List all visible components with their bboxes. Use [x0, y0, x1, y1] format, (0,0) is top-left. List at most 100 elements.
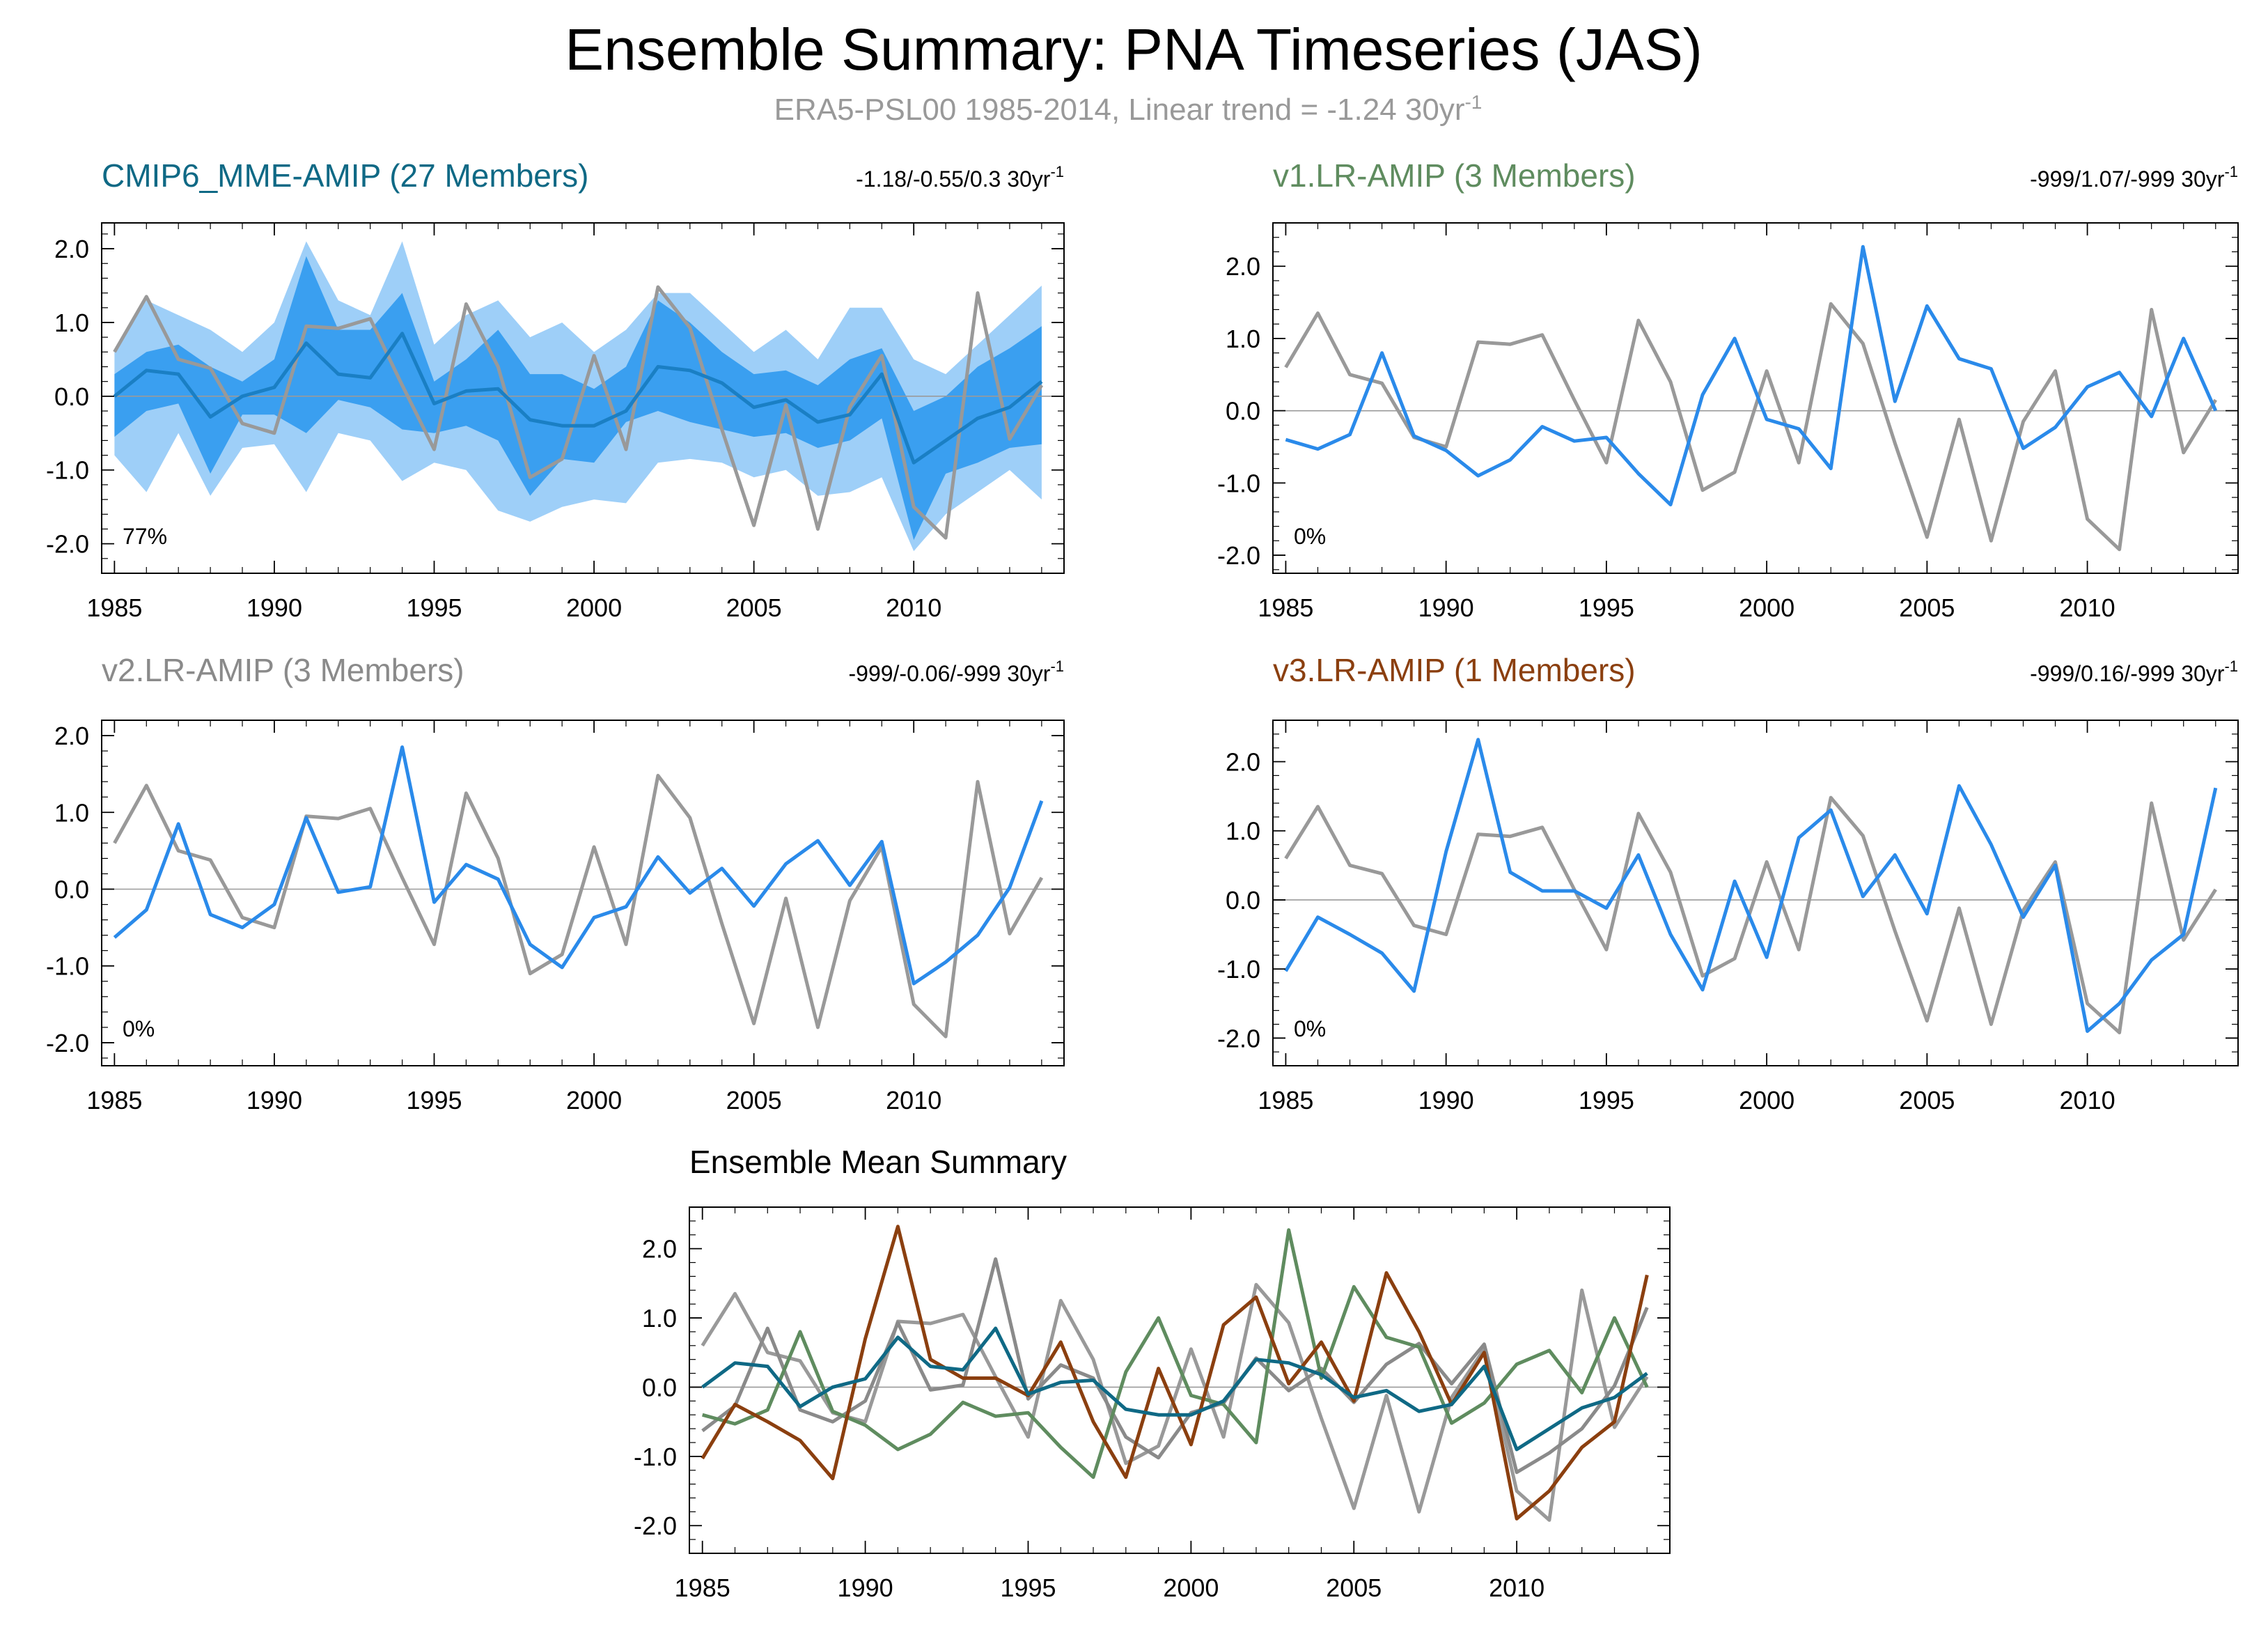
x-tick-label: 2010 [886, 593, 941, 622]
x-axis: 1985 1990 1995 2000 2005 2010 [1258, 720, 2216, 1114]
y-tick-label: 0.0 [642, 1373, 677, 1401]
panel-trend: -999/0.16/-999 30yr-1 [2030, 658, 2238, 686]
panel-cmip6: CMIP6_MME-AMIP (27 Members) -1.18/-0.55/0… [46, 157, 1065, 622]
y-tick-label: 1.0 [54, 798, 89, 827]
panel-title: v2.LR-AMIP (3 Members) [102, 652, 464, 688]
x-tick-label: 2005 [1899, 593, 1955, 622]
panel-trend: -1.18/-0.55/0.3 30yr-1 [856, 163, 1064, 192]
y-tick-label: 0.0 [54, 382, 89, 411]
panel-trend-sup: -1 [1050, 658, 1064, 675]
series-line [113, 332, 1043, 465]
panel-ensmean: Ensemble Mean Summary -2.0 -1.0 0.0 1.0 2.0 19… [634, 1144, 1671, 1602]
plot-area [1273, 738, 2238, 1034]
x-tick-label: 2005 [1899, 1086, 1955, 1114]
x-tick-label: 1990 [1418, 1086, 1474, 1114]
panel-trend: -999/-0.06/-999 30yr-1 [848, 658, 1064, 686]
series-1 [113, 745, 1044, 986]
panel-trend-text: -999/-0.06/-999 30yr [848, 661, 1050, 686]
y-tick-label: -1.0 [634, 1443, 677, 1471]
y-tick-label: 2.0 [642, 1235, 677, 1264]
y-axis: -2.0 -1.0 0.0 1.0 2.0 [1217, 720, 2238, 1066]
y-tick-label: 1.0 [1226, 325, 1260, 353]
y-tick-label: -2.0 [1217, 541, 1260, 570]
plot-area [102, 745, 1064, 1039]
x-tick-label: 1985 [1258, 593, 1313, 622]
y-tick-label: -1.0 [46, 952, 89, 981]
x-tick-label: 1995 [406, 593, 462, 622]
x-axis: 1985 1990 1995 2000 2005 2010 [1258, 223, 2216, 622]
y-tick-label: 2.0 [54, 722, 89, 750]
figure-subtitle-sup: -1 [1464, 91, 1482, 113]
x-axis: 1985 1990 1995 2000 2005 2010 [86, 720, 1042, 1114]
series-line [701, 1326, 1648, 1452]
panel-title: Ensemble Mean Summary [689, 1144, 1067, 1180]
y-tick-label: 1.0 [642, 1304, 677, 1333]
y-tick-label: -2.0 [634, 1512, 677, 1540]
series-0 [1284, 302, 2217, 552]
band-inner [114, 256, 1042, 541]
x-tick-label: 2005 [1326, 1574, 1382, 1602]
panel-percent: 0% [1294, 524, 1326, 549]
series-line [1285, 244, 2218, 506]
y-tick-label: -1.0 [46, 456, 89, 485]
series-1 [1285, 244, 2218, 506]
series-0 [113, 285, 1044, 540]
panel-v2: v2.LR-AMIP (3 Members) -999/-0.06/-999 30… [46, 652, 1065, 1114]
x-tick-label: 2005 [726, 593, 782, 622]
panel-trend-sup: -1 [1050, 163, 1064, 180]
panel-v1: v1.LR-AMIP (3 Members) -999/1.07/-999 30y… [1217, 157, 2239, 622]
y-tick-label: 0.0 [54, 875, 89, 903]
series-line [702, 1228, 1649, 1479]
figure-subtitle-text: ERA5-PSL00 1985-2014, Linear trend = -1.… [774, 93, 1465, 127]
x-tick-label: 2000 [1739, 593, 1794, 622]
panel-title: CMIP6_MME-AMIP (27 Members) [102, 157, 589, 194]
y-tick-label: 0.0 [1226, 397, 1260, 426]
panel-trend-sup: -1 [2224, 163, 2238, 180]
plot-area [1273, 244, 2238, 552]
series-2 [702, 1228, 1649, 1479]
x-tick-label: 1995 [1000, 1574, 1056, 1602]
series-line [113, 745, 1044, 986]
series-1 [1284, 738, 2218, 1033]
series-1 [701, 1257, 1649, 1475]
panel-trend: -999/1.07/-999 30yr-1 [2030, 163, 2238, 192]
panel-title: v3.LR-AMIP (1 Members) [1273, 652, 1636, 688]
x-tick-label: 2000 [566, 1086, 622, 1114]
plot-frame [101, 720, 1065, 1066]
series-4 [701, 1326, 1648, 1452]
y-tick-label: -2.0 [46, 1029, 89, 1057]
x-tick-label: 2010 [2060, 593, 2116, 622]
y-tick-label: -1.0 [1217, 469, 1260, 497]
plot-area [102, 241, 1064, 552]
panels: CMIP6_MME-AMIP (27 Members) -1.18/-0.55/0… [46, 157, 2239, 1602]
plot-frame [1272, 222, 2239, 574]
x-tick-label: 1995 [406, 1086, 462, 1114]
series-line [113, 285, 1044, 540]
y-axis: -2.0 -1.0 0.0 1.0 2.0 [634, 1206, 1670, 1554]
series-line [1284, 738, 2218, 1033]
x-tick-label: 1990 [1418, 593, 1474, 622]
figure-subtitle: ERA5-PSL00 1985-2014, Linear trend = -1.… [774, 91, 1483, 127]
x-tick-label: 1995 [1579, 593, 1634, 622]
panel-percent: 0% [1294, 1016, 1326, 1041]
x-axis: 1985 1990 1995 2000 2005 2010 [675, 1207, 1648, 1602]
x-tick-label: 1990 [247, 1086, 302, 1114]
y-tick-label: -2.0 [46, 530, 89, 559]
x-tick-label: 1985 [86, 593, 142, 622]
series-line [701, 1257, 1649, 1475]
y-tick-label: 0.0 [1226, 886, 1260, 915]
y-tick-label: -1.0 [1217, 955, 1260, 984]
y-axis: -2.0 -1.0 0.0 1.0 2.0 [46, 720, 1064, 1059]
x-tick-label: 2000 [566, 593, 622, 622]
x-tick-label: 1995 [1579, 1086, 1634, 1114]
x-tick-label: 2010 [2060, 1086, 2116, 1114]
panel-trend-text: -1.18/-0.55/0.3 30yr [856, 166, 1051, 192]
panel-percent: 0% [123, 1016, 155, 1041]
x-tick-label: 2005 [726, 1086, 782, 1114]
x-tick-label: 1985 [675, 1574, 730, 1602]
x-tick-label: 1985 [1258, 1086, 1313, 1114]
figure-title: Ensemble Summary: PNA Timeseries (JAS) [565, 17, 1703, 82]
x-tick-label: 1990 [838, 1574, 893, 1602]
series-line [1284, 302, 2217, 552]
x-axis: 1985 1990 1995 2000 2005 2010 [86, 223, 1042, 622]
